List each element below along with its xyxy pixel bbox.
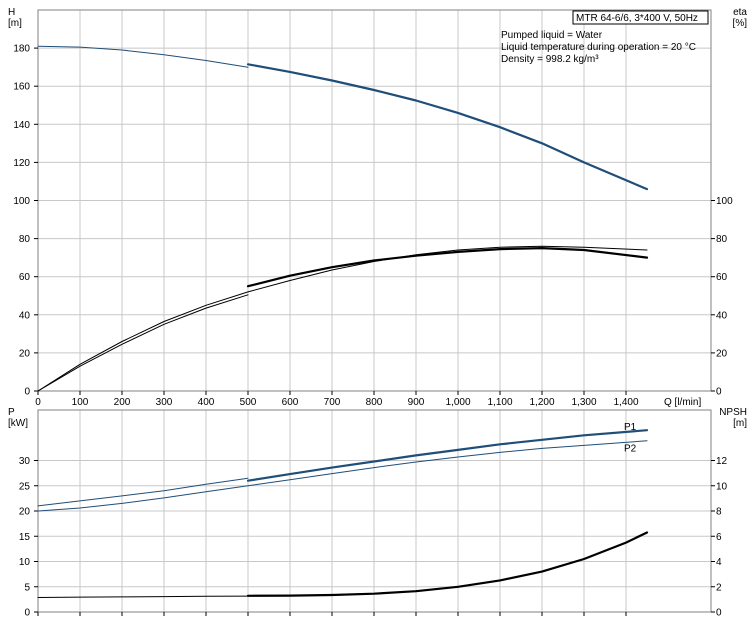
left-tick-label: 20 bbox=[19, 507, 31, 518]
series-line bbox=[37, 440, 648, 512]
left-tick-label: 80 bbox=[19, 234, 31, 245]
series-label: P2 bbox=[624, 443, 637, 454]
x-tick-label: 1,200 bbox=[529, 397, 554, 408]
left-axis-label: H bbox=[8, 7, 15, 18]
x-tick-label: 600 bbox=[282, 397, 299, 408]
series-line bbox=[246, 531, 649, 597]
right-axis-label: NPSH bbox=[719, 407, 747, 418]
x-tick-label: 800 bbox=[366, 397, 383, 408]
right-tick-label: 12 bbox=[716, 456, 728, 467]
x-tick-label: 100 bbox=[72, 397, 89, 408]
x-tick-label: 1,000 bbox=[445, 397, 470, 408]
left-tick-label: 0 bbox=[24, 608, 30, 619]
series-line bbox=[246, 63, 649, 191]
model-title-box bbox=[572, 10, 709, 25]
series-line bbox=[37, 245, 648, 392]
info-text: Density = 998.2 kg/m³ bbox=[501, 54, 599, 65]
left-axis-label: P bbox=[8, 407, 15, 418]
x-tick-label: 1,100 bbox=[487, 397, 512, 408]
right-axis-label: [m] bbox=[733, 418, 747, 429]
left-tick-label: 160 bbox=[13, 82, 30, 93]
right-tick-label: 0 bbox=[716, 608, 722, 619]
right-tick-label: 8 bbox=[716, 507, 722, 518]
left-tick-label: 10 bbox=[19, 557, 31, 568]
left-tick-label: 180 bbox=[13, 44, 30, 55]
info-text: Liquid temperature during operation = 20… bbox=[501, 42, 696, 53]
left-tick-label: 120 bbox=[13, 158, 30, 169]
right-tick-label: 10 bbox=[716, 481, 728, 492]
left-tick-label: 40 bbox=[19, 310, 31, 321]
x-tick-label: 0 bbox=[35, 397, 41, 408]
x-axis-label: Q [l/min] bbox=[664, 397, 701, 408]
info-text: Pumped liquid = Water bbox=[501, 30, 603, 41]
lower-panel: 0 5 10 15 20 25 30 0 2 4 6 8 10 12 P[kW] NPSH[m] P1 P2 bbox=[8, 407, 747, 619]
left-tick-label: 25 bbox=[19, 481, 31, 492]
left-tick-label: 5 bbox=[24, 582, 30, 593]
left-axis-label: [kW] bbox=[8, 418, 28, 429]
model-title: MTR 64-6/6, 3*400 V, 50Hz bbox=[576, 13, 698, 24]
x-tick-label: 1,400 bbox=[613, 397, 638, 408]
right-axis-label: eta bbox=[733, 7, 747, 18]
x-tick-label: 1,300 bbox=[571, 397, 596, 408]
series-line bbox=[37, 477, 249, 507]
x-tick-label: 300 bbox=[156, 397, 173, 408]
right-tick-label: 4 bbox=[716, 557, 722, 568]
left-tick-label: 15 bbox=[19, 532, 31, 543]
left-axis-label: [m] bbox=[8, 18, 22, 29]
left-tick-label: 60 bbox=[19, 272, 31, 283]
right-tick-label: 80 bbox=[716, 234, 728, 245]
right-tick-label: 100 bbox=[716, 196, 733, 207]
right-tick-label: 2 bbox=[716, 582, 722, 593]
x-tick-label: 900 bbox=[408, 397, 425, 408]
series-line bbox=[37, 595, 249, 598]
series-line bbox=[246, 247, 649, 288]
x-tick-label: 400 bbox=[198, 397, 215, 408]
left-tick-label: 140 bbox=[13, 120, 30, 131]
series-line bbox=[246, 429, 649, 482]
left-tick-label: 20 bbox=[19, 348, 31, 359]
x-tick-label: 500 bbox=[240, 397, 257, 408]
right-tick-label: 60 bbox=[716, 272, 728, 283]
left-tick-label: 0 bbox=[24, 387, 30, 398]
right-tick-label: 20 bbox=[716, 348, 728, 359]
upper-panel: 0 20 40 60 80 100 120 140 160 180 0 20 40 60 80 100 H[m]… bbox=[8, 7, 747, 408]
right-tick-label: 0 bbox=[716, 387, 722, 398]
series-line bbox=[37, 294, 249, 392]
left-tick-label: 30 bbox=[19, 456, 31, 467]
series-label: P1 bbox=[624, 422, 637, 433]
right-axis-label: [%] bbox=[733, 18, 748, 29]
x-tick-label: 200 bbox=[114, 397, 131, 408]
left-tick-label: 100 bbox=[13, 196, 30, 207]
right-tick-label: 40 bbox=[716, 310, 728, 321]
series-line bbox=[37, 45, 249, 68]
x-tick-label: 700 bbox=[324, 397, 341, 408]
right-tick-label: 6 bbox=[716, 532, 722, 543]
